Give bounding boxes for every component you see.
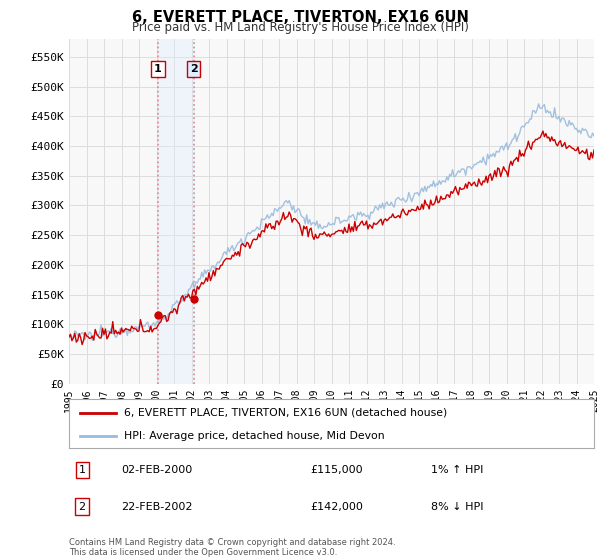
Text: 2: 2 — [79, 502, 86, 511]
Text: 1: 1 — [79, 465, 86, 475]
Text: Price paid vs. HM Land Registry's House Price Index (HPI): Price paid vs. HM Land Registry's House … — [131, 21, 469, 34]
Text: HPI: Average price, detached house, Mid Devon: HPI: Average price, detached house, Mid … — [124, 431, 385, 441]
Text: 6, EVERETT PLACE, TIVERTON, EX16 6UN (detached house): 6, EVERETT PLACE, TIVERTON, EX16 6UN (de… — [124, 408, 448, 418]
Text: 22-FEB-2002: 22-FEB-2002 — [121, 502, 193, 511]
Text: 6, EVERETT PLACE, TIVERTON, EX16 6UN: 6, EVERETT PLACE, TIVERTON, EX16 6UN — [131, 10, 469, 25]
Bar — [158, 39, 194, 384]
Text: Contains HM Land Registry data © Crown copyright and database right 2024.
This d: Contains HM Land Registry data © Crown c… — [69, 538, 395, 557]
Text: 1: 1 — [154, 64, 162, 74]
Text: 02-FEB-2000: 02-FEB-2000 — [121, 465, 193, 475]
Text: £115,000: £115,000 — [311, 465, 363, 475]
Text: 1% ↑ HPI: 1% ↑ HPI — [431, 465, 484, 475]
Text: 2: 2 — [190, 64, 197, 74]
Text: £142,000: £142,000 — [311, 502, 364, 511]
Text: 8% ↓ HPI: 8% ↓ HPI — [431, 502, 484, 511]
